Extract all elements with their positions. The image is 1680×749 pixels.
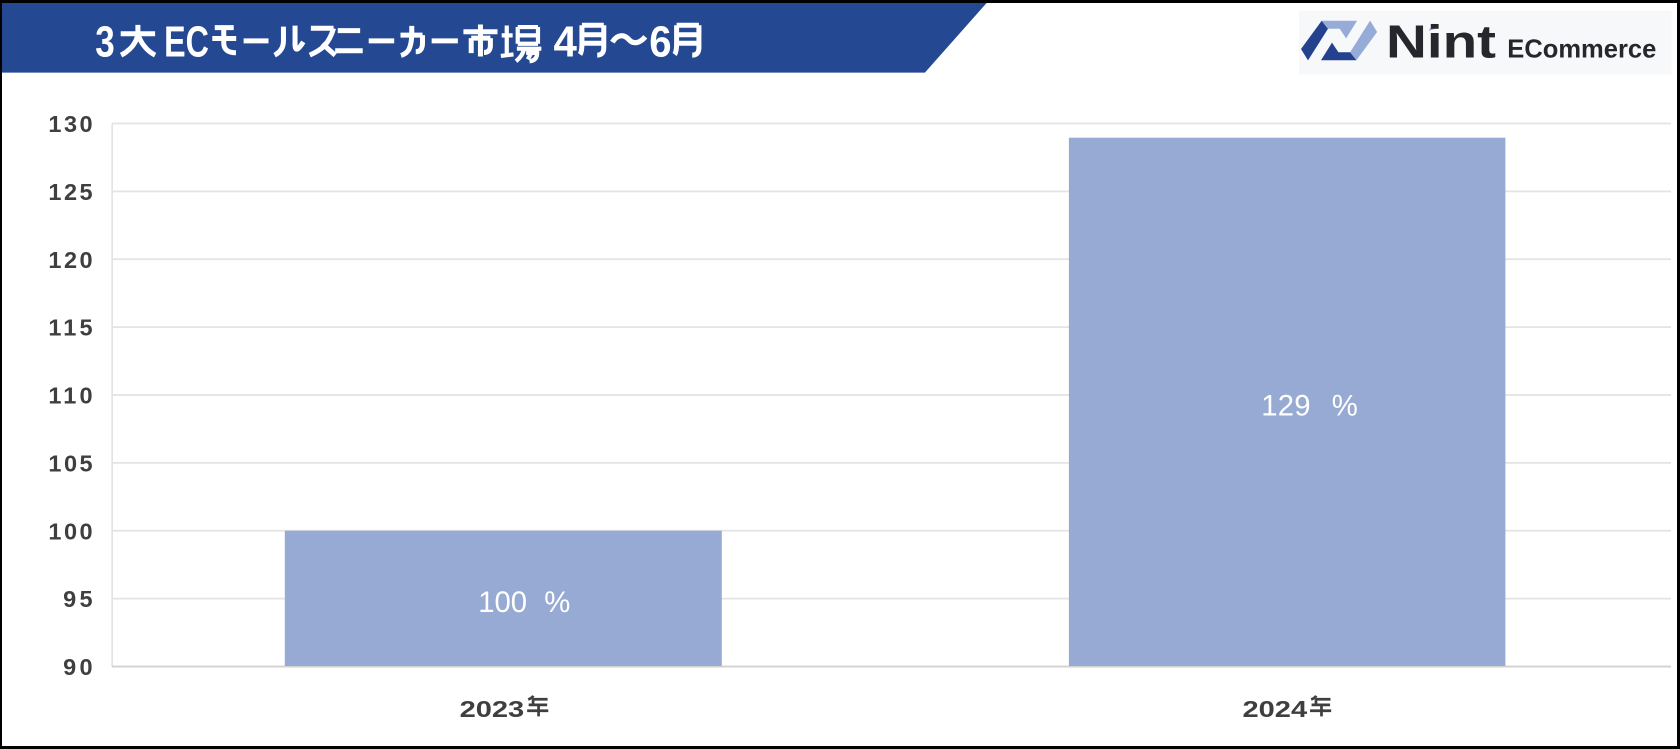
svg-text:95: 95 — [63, 586, 93, 612]
svg-text:105: 105 — [48, 450, 92, 476]
svg-text:%: % — [1332, 390, 1358, 423]
svg-text:115: 115 — [48, 315, 92, 341]
svg-text:130: 130 — [48, 111, 92, 137]
svg-text:120: 120 — [48, 247, 92, 273]
svg-text:2023: 2023 — [460, 696, 525, 722]
svg-text:110: 110 — [48, 383, 92, 409]
svg-text:3: 3 — [95, 19, 115, 67]
svg-text:6: 6 — [649, 19, 671, 67]
svg-text:100: 100 — [478, 586, 527, 619]
svg-text:90: 90 — [63, 654, 93, 680]
svg-text:129: 129 — [1261, 390, 1310, 423]
svg-text:ECommerce: ECommerce — [1507, 35, 1656, 63]
svg-text:%: % — [544, 586, 570, 619]
svg-text:2024: 2024 — [1243, 696, 1308, 722]
svg-text:4: 4 — [554, 19, 577, 67]
svg-text:Nint: Nint — [1386, 15, 1496, 67]
svg-text:125: 125 — [48, 179, 92, 205]
svg-text:EC: EC — [164, 19, 209, 67]
svg-text:100: 100 — [48, 518, 92, 544]
